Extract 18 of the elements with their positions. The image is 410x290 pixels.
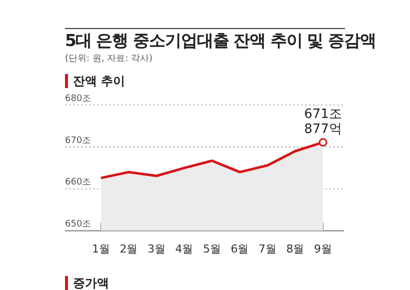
y-tick-label: 670조: [65, 136, 92, 146]
x-tick-label: 8월: [286, 242, 304, 256]
x-tick-label: 7월: [258, 242, 276, 256]
x-tick-label: 3월: [148, 242, 166, 256]
text: 증가액: [65, 276, 109, 290]
x-tick-label: 1월: [92, 242, 110, 256]
x-tick-label: 6월: [230, 242, 249, 256]
annotation: 671조 877억: [304, 107, 342, 138]
x-tick-label: 4월: [175, 242, 194, 256]
x-tick-label: 9월: [314, 242, 332, 256]
text: 잔액 추이: [65, 74, 126, 88]
chart-title: 5대 은행 중소기업대출 잔액 추이 및 증감액: [65, 30, 376, 52]
y-tick-label: 650조: [65, 220, 92, 230]
x-tick-label: 5월: [203, 242, 221, 256]
y-tick-label: 660조: [65, 178, 92, 188]
y-tick-label: 680조: [65, 94, 92, 104]
x-tick-label: 2월: [120, 242, 138, 256]
chart-subtitle: (단위: 원, 자료: 각사): [65, 53, 153, 65]
